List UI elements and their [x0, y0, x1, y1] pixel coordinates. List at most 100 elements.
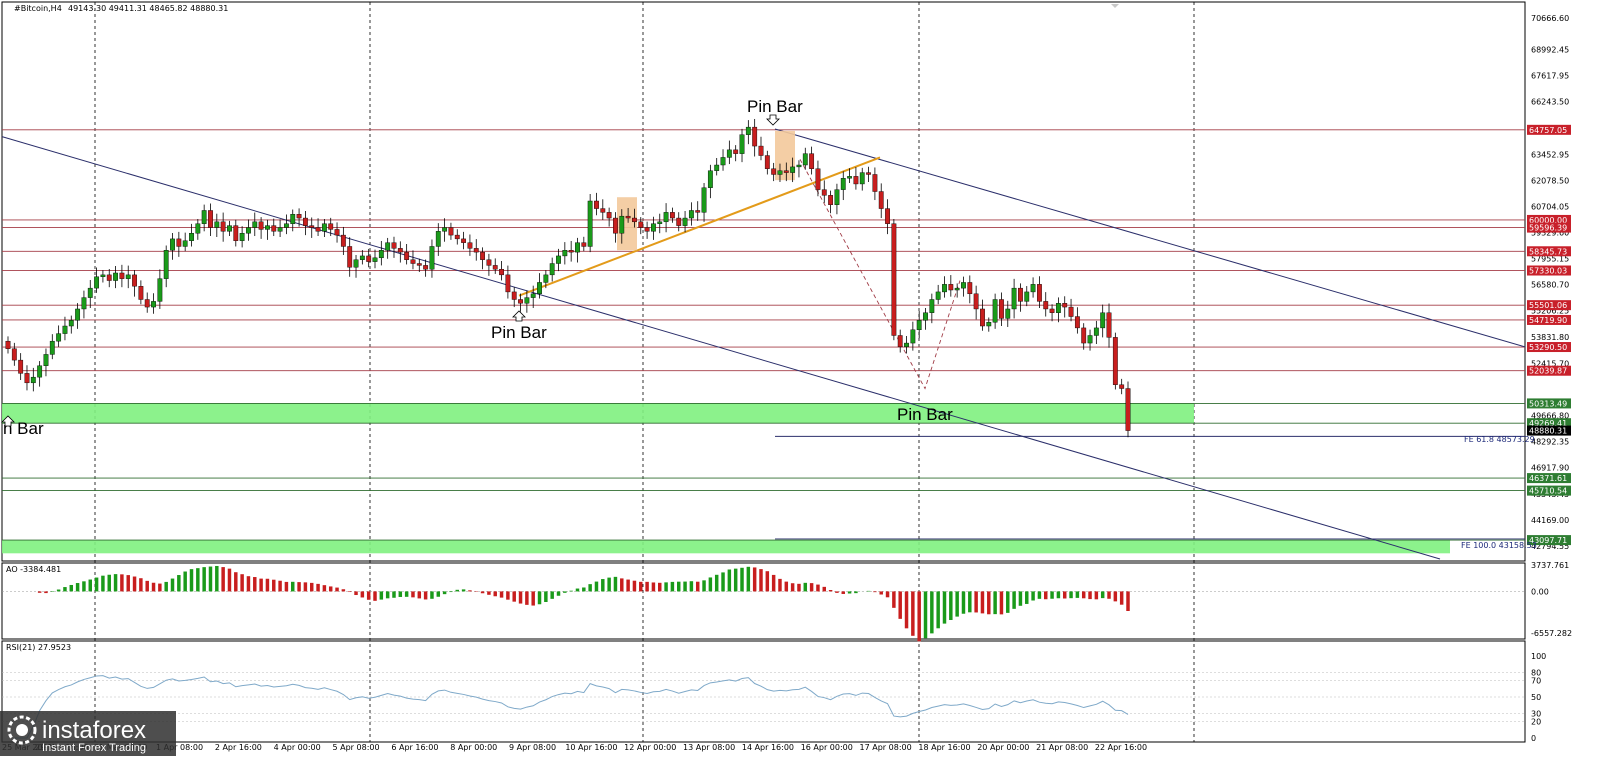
candle[interactable]: [442, 218, 448, 242]
candle[interactable]: [961, 276, 966, 297]
candle[interactable]: [328, 217, 334, 237]
candle[interactable]: [859, 167, 865, 191]
candle[interactable]: [385, 237, 391, 259]
candle[interactable]: [828, 190, 834, 214]
candle[interactable]: [423, 259, 429, 277]
candle[interactable]: [49, 334, 55, 360]
candle[interactable]: [138, 280, 144, 305]
candle[interactable]: [707, 164, 713, 199]
candle[interactable]: [359, 250, 365, 265]
candle[interactable]: [5, 336, 11, 354]
candle[interactable]: [227, 220, 232, 237]
candle[interactable]: [1074, 307, 1080, 334]
candle[interactable]: [340, 226, 346, 255]
candle[interactable]: [347, 237, 353, 277]
candle[interactable]: [745, 120, 751, 145]
candle[interactable]: [252, 212, 258, 237]
candle[interactable]: [594, 192, 599, 216]
candle[interactable]: [467, 234, 473, 256]
candle[interactable]: [290, 209, 296, 232]
candle[interactable]: [87, 279, 93, 309]
candle[interactable]: [1030, 277, 1036, 298]
candle[interactable]: [556, 248, 561, 272]
candle[interactable]: [372, 249, 378, 269]
candle[interactable]: [562, 242, 568, 265]
candle[interactable]: [904, 336, 909, 354]
candle[interactable]: [1018, 283, 1023, 312]
candle[interactable]: [1093, 320, 1099, 345]
candle[interactable]: [410, 250, 416, 270]
candle[interactable]: [284, 214, 289, 235]
candle[interactable]: [688, 202, 694, 226]
candle[interactable]: [809, 146, 815, 175]
candle[interactable]: [758, 136, 764, 161]
candle[interactable]: [163, 245, 169, 288]
candle[interactable]: [201, 204, 207, 232]
candle[interactable]: [815, 160, 821, 197]
candle[interactable]: [1024, 286, 1030, 307]
candle[interactable]: [492, 258, 498, 274]
candle[interactable]: [43, 348, 49, 377]
candle[interactable]: [682, 211, 688, 233]
candle[interactable]: [265, 219, 270, 240]
candle[interactable]: [68, 315, 74, 334]
candle[interactable]: [992, 293, 998, 329]
candle[interactable]: [568, 240, 574, 262]
candle[interactable]: [302, 211, 308, 236]
candle[interactable]: [429, 239, 435, 278]
candle[interactable]: [366, 248, 372, 268]
candle[interactable]: [195, 218, 201, 240]
candle[interactable]: [929, 293, 935, 324]
candle[interactable]: [980, 299, 985, 331]
candle[interactable]: [214, 213, 220, 237]
candle[interactable]: [954, 283, 960, 298]
candle[interactable]: [309, 217, 315, 238]
candle[interactable]: [840, 171, 846, 201]
candle[interactable]: [1081, 323, 1087, 350]
candle[interactable]: [986, 317, 992, 332]
candle[interactable]: [726, 140, 732, 165]
candle[interactable]: [701, 183, 707, 222]
candle[interactable]: [847, 168, 852, 184]
candle[interactable]: [113, 265, 118, 289]
candle[interactable]: [935, 284, 941, 305]
candle[interactable]: [220, 212, 226, 242]
candle[interactable]: [56, 325, 62, 347]
candle[interactable]: [695, 201, 701, 221]
candle[interactable]: [1106, 303, 1112, 348]
candle[interactable]: [764, 150, 770, 175]
candle[interactable]: [739, 128, 745, 163]
candle[interactable]: [94, 267, 100, 293]
candle[interactable]: [157, 269, 163, 309]
candle[interactable]: [258, 217, 264, 239]
candle[interactable]: [1125, 381, 1131, 438]
candle[interactable]: [518, 293, 523, 312]
candle[interactable]: [897, 329, 903, 353]
candle[interactable]: [834, 183, 840, 215]
candle[interactable]: [625, 208, 631, 223]
candle[interactable]: [353, 254, 359, 278]
candle[interactable]: [1062, 296, 1068, 318]
candle[interactable]: [1055, 297, 1061, 323]
candle[interactable]: [891, 218, 897, 341]
candle[interactable]: [239, 226, 245, 248]
candle[interactable]: [676, 212, 682, 232]
candle[interactable]: [942, 276, 947, 298]
candle[interactable]: [606, 207, 612, 227]
candle[interactable]: [910, 321, 916, 351]
candle[interactable]: [537, 273, 542, 299]
candle[interactable]: [505, 265, 511, 299]
candle[interactable]: [657, 213, 663, 234]
candle[interactable]: [790, 157, 796, 183]
candle[interactable]: [638, 217, 644, 235]
candle[interactable]: [125, 265, 131, 289]
candle[interactable]: [720, 149, 726, 171]
candle[interactable]: [119, 264, 125, 288]
candle[interactable]: [62, 316, 68, 341]
candle[interactable]: [151, 293, 156, 314]
candle[interactable]: [581, 236, 587, 252]
candle[interactable]: [587, 193, 593, 253]
candle[interactable]: [18, 353, 24, 380]
candle[interactable]: [613, 212, 618, 243]
candle[interactable]: [486, 253, 492, 276]
